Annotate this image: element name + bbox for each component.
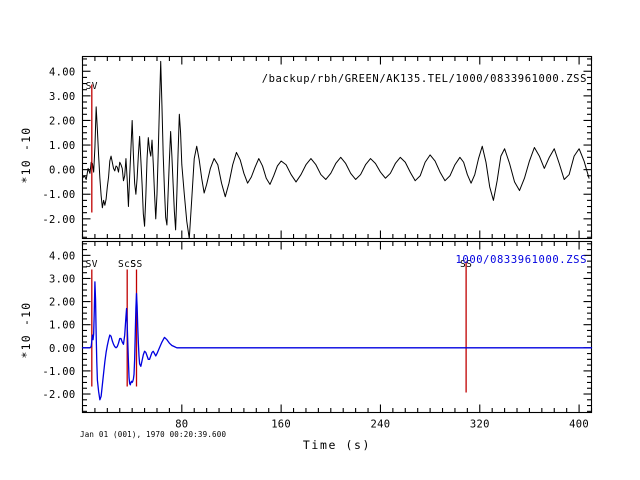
phase-marker-label-sv: SV — [86, 81, 98, 92]
bottom-panel-y-axis-label: *10 -10 — [19, 302, 33, 359]
reference-time-label: Jan 01 (001), 1970 00:20:39.600 — [80, 430, 226, 439]
y-tick-label: -2.00 — [42, 389, 75, 401]
y-tick-label: 1.00 — [49, 320, 76, 332]
top-panel-y-axis-label: *10 -10 — [19, 127, 33, 184]
x-tick-label: 320 — [470, 419, 490, 431]
y-tick-label: -2.00 — [42, 214, 75, 226]
bottom-panel-x-ticks — [81, 241, 593, 413]
x-tick-label: 400 — [569, 419, 589, 431]
top-panel-y-ticks — [82, 58, 592, 238]
top-panel-x-ticks — [81, 56, 593, 239]
y-tick-label: 4.00 — [49, 250, 76, 262]
top-panel-phase-markers: SV — [86, 81, 98, 213]
y-tick-label: 2.00 — [49, 115, 76, 127]
phase-marker-label-sv: SV — [86, 259, 98, 270]
bottom-panel-frame — [81, 240, 593, 414]
top-panel-trace-title: /backup/rbh/GREEN/AK135.TEL/1000/0833961… — [262, 73, 587, 85]
bottom-panel-y-tick-labels: 4.00 3.00 2.00 1.00 0.00 -1.00 -2.00 — [42, 250, 75, 401]
bottom-panel-trace-title: 1000/0833961000.ZSS — [455, 254, 587, 266]
y-tick-label: 0.00 — [49, 165, 76, 177]
phase-marker-label-ss: SS — [460, 259, 472, 270]
x-axis-tick-labels: 80 160 240 320 400 — [175, 419, 589, 431]
x-axis-title: Time (s) — [303, 438, 371, 452]
y-tick-label: -1.00 — [42, 366, 75, 378]
top-panel-y-tick-labels: 4.00 3.00 2.00 1.00 0.00 -1.00 -2.00 — [42, 66, 75, 226]
phase-marker-label-scs: ScS — [118, 259, 136, 270]
top-panel-frame — [81, 55, 593, 240]
x-tick-label: 160 — [271, 419, 291, 431]
y-tick-label: 3.00 — [49, 273, 76, 285]
y-tick-label: -1.00 — [42, 189, 75, 201]
y-tick-label: 4.00 — [49, 66, 76, 78]
y-tick-label: 1.00 — [49, 140, 76, 152]
y-tick-label: 2.00 — [49, 297, 76, 309]
x-tick-label: 240 — [371, 419, 391, 431]
y-tick-label: 3.00 — [49, 91, 76, 103]
x-tick-label: 80 — [175, 419, 188, 431]
phase-marker-label-ss: SS — [130, 259, 142, 270]
top-panel: SV 4.00 3.00 2.00 1.00 0.00 -1.00 -2.00 /backu… — [19, 55, 593, 240]
bottom-panel-y-ticks — [82, 243, 592, 412]
y-tick-label: 0.00 — [49, 343, 76, 355]
top-panel-waveform — [82, 60, 590, 239]
bottom-panel-waveform — [81, 281, 593, 401]
